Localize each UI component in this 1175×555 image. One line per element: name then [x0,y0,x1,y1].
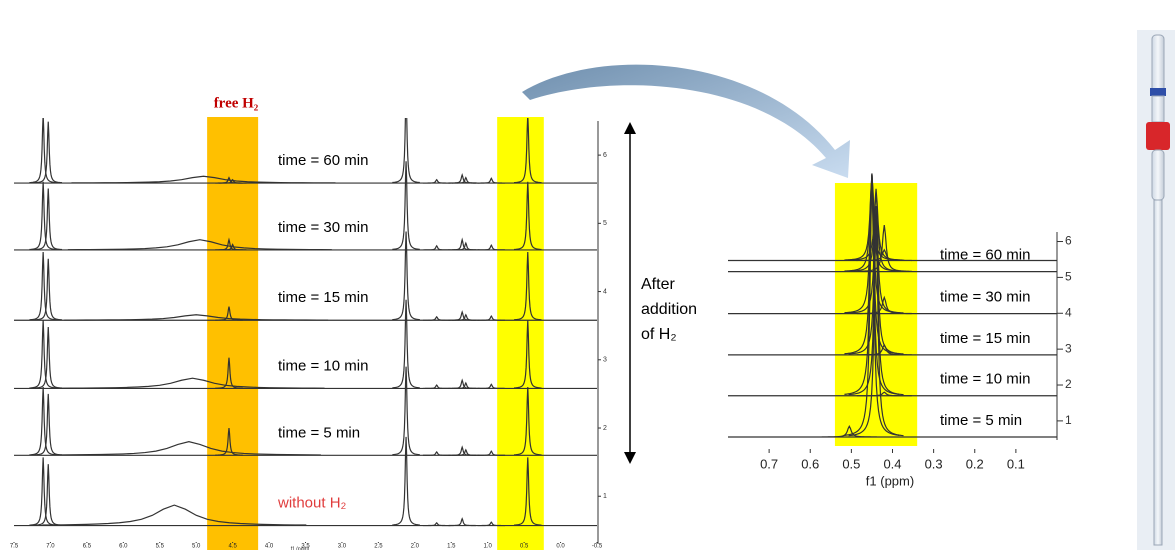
trace-label: time = 15 min [278,289,368,306]
trace-label: time = 5 min [940,412,1022,429]
y-tick-label: 4 [1065,305,1072,319]
x-tick-label: 0.0 [556,544,565,550]
y-tick-label: 2 [1065,377,1072,391]
peak [35,394,63,455]
peak [448,447,476,455]
y-tick-label: 3 [1065,341,1072,355]
x-tick-label: 0.5 [842,456,860,471]
x-tick-label: 5.0 [192,544,201,550]
y-tick-label: 5 [1065,270,1072,284]
peak [29,457,57,525]
x-tick-label: 0.1 [1007,456,1025,471]
trace-label: time = 30 min [278,219,368,236]
trace-label: time = 10 min [278,357,368,374]
peak [35,122,63,183]
y-tick-label: 5 [603,220,607,227]
side-note: addition [641,301,697,318]
y-tick-label: 4 [603,288,607,295]
hump [61,378,325,388]
x-tick-label: 4.5 [228,544,237,550]
peak [448,380,476,388]
peak [29,320,57,388]
hump [64,315,328,320]
peak [29,252,57,320]
y-tick-label: 6 [603,152,607,159]
figure: After addition of H₂ free H₂ 1 2 3 4 5 6 7.5 7.… [0,0,1175,550]
peak [448,175,476,183]
x-tick-label: 4.0 [265,544,274,550]
x-axis-label: f1 (ppm) [866,473,914,488]
peak [448,312,476,320]
x-tick-label: 1.0 [484,544,493,550]
y-tick-label: 2 [603,425,607,432]
x-tick-label: 0.6 [801,456,819,471]
peak [35,464,63,525]
hump [42,505,306,525]
x-tick-label: 6.5 [83,544,92,550]
trace-label: time = 5 min [278,424,360,441]
x-tick-label: 0.4 [883,456,901,471]
peak [35,327,63,388]
x-tick-label: 2.0 [411,544,420,550]
x-tick-label: 7.5 [10,544,19,550]
x-tick-label: 6.0 [119,544,128,550]
x-tick-label: -0.5 [592,544,603,550]
x-tick-label: 1.5 [447,544,456,550]
x-axis-label: f1 (ppm) [291,546,310,550]
peak [29,182,57,250]
nmr-tube [1137,30,1175,550]
peak [29,387,57,455]
peak [448,519,476,526]
trace-label: time = 30 min [940,289,1030,306]
y-tick-label: 6 [1065,234,1072,248]
x-tick-label: 0.7 [760,456,778,471]
hump [57,442,321,455]
peak [392,437,420,525]
trace-label: time = 15 min [940,330,1030,347]
x-tick-label: 0.3 [925,456,943,471]
hump [68,240,332,250]
x-tick-label: 5.5 [156,544,165,550]
y-tick-label: 3 [603,357,607,364]
curved-arrow [522,65,850,178]
side-note: After [641,276,675,293]
y-tick-label: 1 [603,493,607,500]
trace-label: time = 60 min [278,152,368,169]
trace-label: without H₂ [277,495,347,512]
trace-label: time = 60 min [940,247,1030,264]
x-tick-label: 0.5 [520,544,529,550]
peak [29,115,57,183]
peak [423,246,451,250]
y-tick-label: 1 [1065,413,1072,427]
side-note: of H₂ [641,326,677,343]
x-tick-label: 2.5 [374,544,383,550]
peak [448,240,476,250]
annotation: free H₂ [214,95,259,111]
peak [35,189,63,250]
hump [71,176,335,183]
peak [35,259,63,320]
x-tick-label: 0.2 [966,456,984,471]
x-tick-label: 3.0 [338,544,347,550]
x-tick-label: 7.0 [46,544,55,550]
trace-label: time = 10 min [940,371,1030,388]
